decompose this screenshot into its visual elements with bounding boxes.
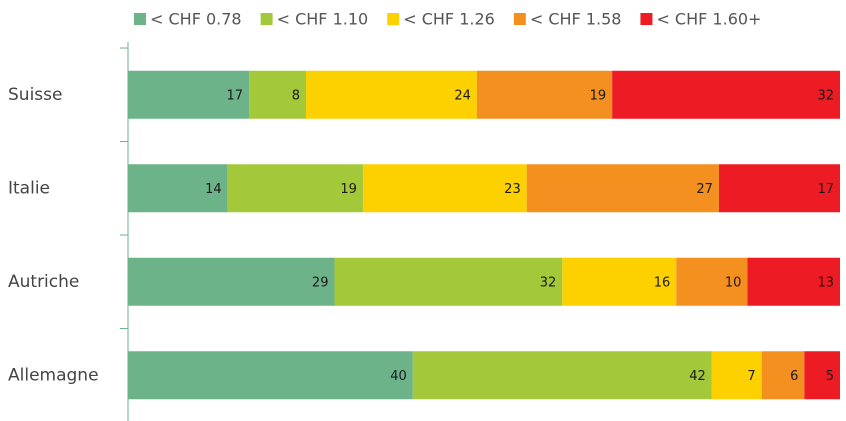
bar-segment: [676, 257, 748, 306]
bar-segment: [128, 70, 250, 119]
value-label: 24: [454, 88, 471, 103]
bar-segment: [562, 257, 677, 306]
legend-swatch: [134, 13, 146, 25]
value-label: 32: [817, 88, 834, 103]
legend-swatch: [260, 13, 273, 25]
value-label: 13: [817, 275, 834, 290]
bar-segment: [747, 257, 840, 306]
legend-swatch: [513, 13, 526, 25]
bar-segment: [128, 164, 228, 213]
category-label: Suisse: [8, 85, 62, 105]
value-label: 29: [312, 275, 329, 290]
bar-segment: [249, 70, 306, 119]
value-label: 19: [340, 182, 357, 197]
legend-swatch: [640, 13, 653, 25]
value-label: 10: [725, 275, 742, 290]
value-label: 40: [390, 369, 407, 384]
bar-segment: [128, 351, 413, 400]
value-label: 14: [205, 182, 222, 197]
bar-segment: [412, 351, 712, 400]
bar-segment: [476, 70, 613, 119]
bar-segment: [718, 164, 840, 213]
value-label: 7: [747, 369, 755, 384]
value-label: 6: [790, 369, 798, 384]
category-label: Autriche: [8, 272, 79, 292]
legend-label: < CHF 1.58: [530, 10, 622, 29]
bar-segment: [334, 257, 563, 306]
value-label: 17: [817, 182, 834, 197]
category-label: Italie: [8, 178, 50, 198]
bar-segment: [306, 70, 477, 119]
value-label: 5: [826, 369, 834, 384]
value-label: 42: [689, 369, 706, 384]
legend-label: < CHF 1.26: [403, 10, 495, 29]
value-label: 17: [226, 88, 243, 103]
bar-segment: [362, 164, 527, 213]
bar-segment: [128, 257, 335, 306]
legend-label: < CHF 1.10: [277, 10, 369, 29]
bar-segment: [804, 351, 840, 400]
legend-swatch: [387, 13, 400, 25]
value-label: 19: [590, 88, 607, 103]
bar-segment: [761, 351, 805, 400]
bar-segment: [526, 164, 719, 213]
category-label: Allemagne: [8, 365, 99, 385]
value-label: 32: [540, 275, 557, 290]
value-label: 8: [292, 88, 300, 103]
value-label: 27: [696, 182, 713, 197]
legend-label: < CHF 1.60+: [656, 10, 761, 29]
legend-label: < CHF 0.78: [150, 10, 242, 29]
bar-segment: [612, 70, 840, 119]
bar-segment: [227, 164, 363, 213]
bar-segment: [711, 351, 762, 400]
value-label: 23: [504, 182, 521, 197]
value-label: 16: [654, 275, 671, 290]
